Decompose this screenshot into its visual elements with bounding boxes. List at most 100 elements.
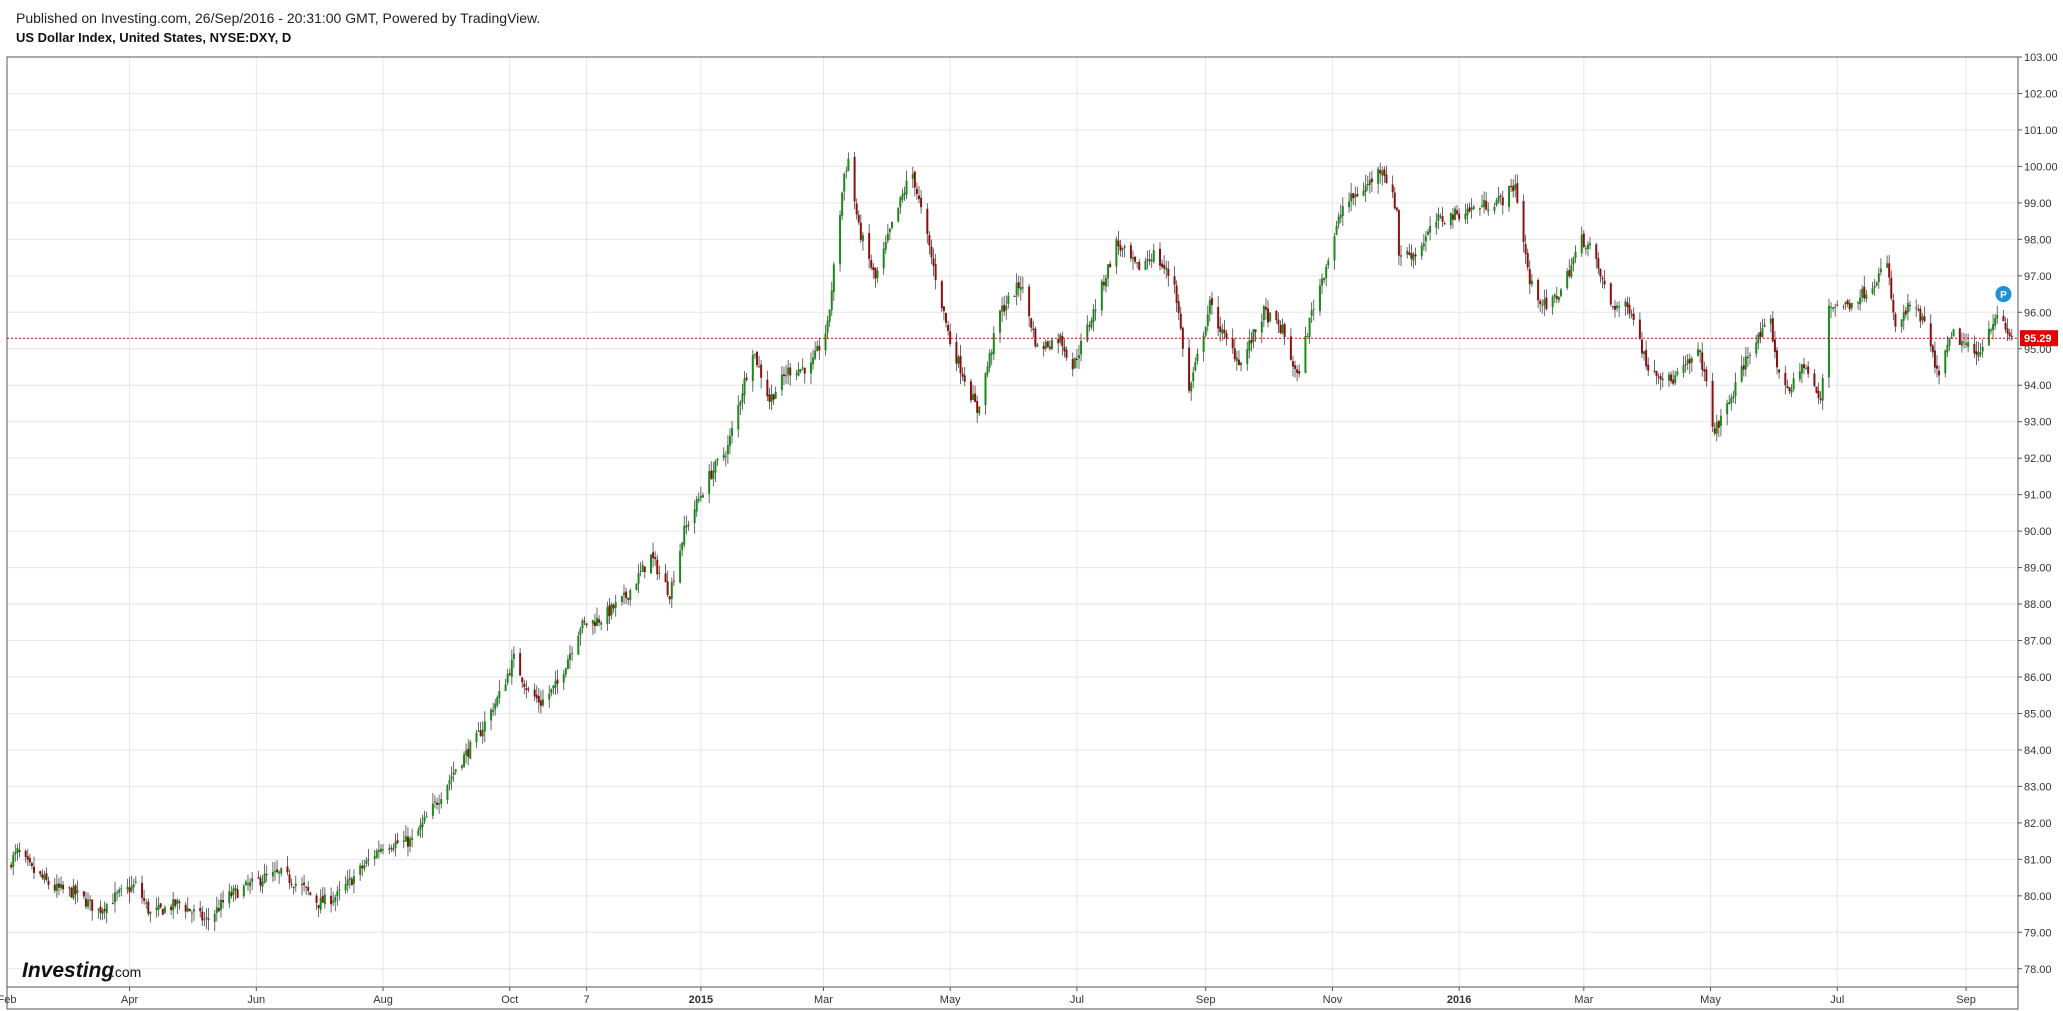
candle (494, 698, 497, 716)
candle-body (824, 333, 827, 351)
candle (1090, 317, 1093, 330)
candle-body (1902, 312, 1905, 321)
candle (203, 911, 206, 927)
candle (1512, 179, 1515, 198)
candle-body (1711, 381, 1714, 427)
x-tick-label: Sep (1196, 994, 1216, 1006)
candle (832, 261, 835, 301)
candle (658, 565, 661, 580)
candle-body (1159, 248, 1162, 266)
candle (899, 196, 902, 214)
candle (1611, 305, 1614, 311)
candle-body (423, 817, 426, 822)
candle-body (303, 882, 306, 886)
candle (1102, 274, 1105, 291)
candle-body (1865, 294, 1868, 299)
candle (1441, 206, 1444, 227)
candle-body (130, 885, 133, 891)
candle (1202, 331, 1205, 362)
candle (1046, 340, 1049, 349)
candle (1931, 343, 1934, 358)
candle (68, 886, 71, 897)
candle-body (319, 897, 322, 910)
candle-body (1541, 304, 1544, 306)
candle-body (1624, 301, 1627, 307)
candle (1456, 205, 1459, 216)
candle (1364, 174, 1367, 202)
candle-body (1013, 295, 1016, 297)
candle (222, 890, 225, 909)
candle-body (1073, 357, 1076, 369)
candle (1684, 355, 1687, 373)
candle-body (1601, 277, 1604, 280)
candle-body (874, 267, 877, 279)
y-tick-label: 86.00 (2024, 672, 2052, 684)
candle (539, 690, 542, 714)
candle (33, 856, 36, 879)
candle-body (463, 754, 466, 767)
candle-body (695, 498, 698, 512)
candle-body (1803, 364, 1806, 369)
candle-body (843, 173, 846, 192)
candle (625, 587, 628, 604)
candle (338, 881, 341, 901)
candle (535, 685, 538, 703)
candle (1499, 193, 1502, 205)
candle (388, 844, 391, 855)
candle-body (315, 895, 318, 903)
candle (1391, 175, 1394, 198)
candle-body (1231, 338, 1234, 349)
candle (1817, 382, 1820, 405)
candle-body (620, 595, 623, 602)
candle (419, 818, 422, 838)
candle-body (1923, 316, 1926, 322)
p-marker-circle[interactable] (1995, 286, 2012, 303)
candle-body (855, 203, 858, 215)
candle-body (1206, 314, 1209, 326)
candle-body (114, 892, 117, 903)
candle-body (1134, 256, 1137, 262)
candle (1449, 212, 1452, 229)
candle-body (1786, 385, 1789, 388)
candle (323, 887, 326, 909)
candle (1294, 360, 1297, 378)
candle-body (799, 369, 802, 372)
candle (876, 267, 879, 283)
candle-body (942, 306, 945, 312)
candle-body (1742, 365, 1745, 370)
candle-body (33, 866, 36, 873)
candle-body (1848, 303, 1851, 310)
candle (552, 685, 555, 695)
candle-body (1296, 369, 1299, 373)
candle (290, 878, 293, 888)
candle (1603, 269, 1606, 289)
candle (884, 235, 887, 254)
candle-body (348, 877, 351, 880)
candle (712, 462, 715, 487)
chart-header: Published on Investing.com, 26/Sep/2016 … (16, 8, 540, 48)
candle-body (234, 887, 237, 891)
candle-body (1757, 333, 1760, 344)
candle-body (1755, 342, 1758, 354)
candle (1672, 370, 1675, 386)
candle (74, 883, 77, 905)
candle-body (1989, 329, 1992, 331)
candle (382, 843, 385, 855)
candle-body (438, 803, 441, 805)
p-marker[interactable]: P (1995, 286, 2012, 303)
candle (1917, 304, 1920, 312)
candle-body (126, 886, 129, 890)
candle-body (436, 802, 439, 805)
candle (814, 341, 817, 361)
candle-body (1366, 183, 1369, 185)
candle-body (1992, 324, 1995, 331)
candle-body (1175, 285, 1178, 303)
candle-body (1279, 324, 1282, 333)
candle-body (795, 373, 798, 375)
candle-body (1784, 372, 1787, 386)
candle (753, 353, 756, 359)
candle-body (976, 401, 979, 413)
candle-body (1734, 382, 1737, 397)
x-tick-label: Feb (0, 994, 16, 1006)
candle (1335, 221, 1338, 236)
